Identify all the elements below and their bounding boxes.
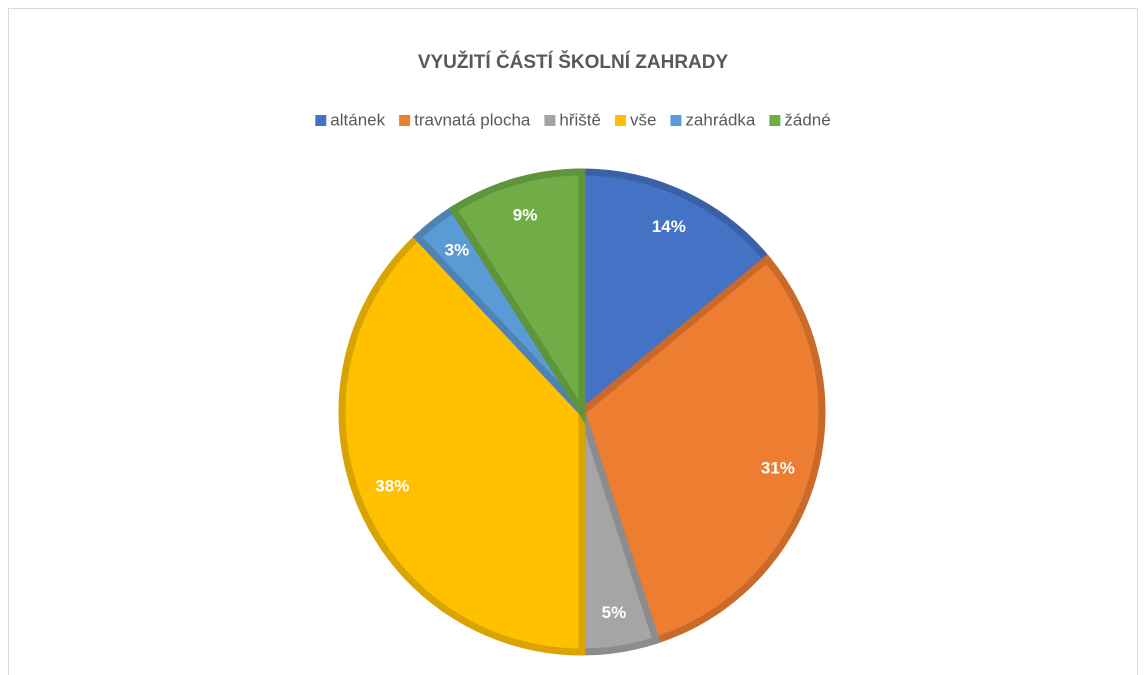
data-label: 9%: [513, 206, 538, 225]
legend-swatch: [399, 115, 411, 126]
legend-swatch: [614, 115, 626, 126]
legend-swatch: [670, 115, 682, 126]
legend-swatch: [315, 115, 327, 126]
chart-title: VYUŽITÍ ČÁSTÍ ŠKOLNÍ ZAHRADY: [418, 51, 729, 73]
pie-slice: [448, 168, 586, 425]
legend-label: travnatá plocha: [414, 110, 531, 129]
legend-label: altánek: [330, 110, 385, 129]
legend-label: vše: [630, 110, 656, 129]
pie-slice: [577, 254, 826, 645]
pie-slice: [338, 232, 586, 656]
data-label: 31%: [761, 458, 795, 477]
legend-label: hřiště: [559, 110, 601, 129]
pie-slice: [578, 168, 772, 420]
legend-swatch: [544, 115, 556, 126]
data-label: 38%: [375, 477, 409, 496]
legend-label: žádné: [784, 110, 830, 129]
legend-label: zahrádka: [685, 110, 755, 129]
data-label: 3%: [445, 240, 470, 259]
data-label: 5%: [602, 603, 627, 622]
data-label: 14%: [652, 217, 686, 236]
legend-swatch: [769, 115, 781, 126]
